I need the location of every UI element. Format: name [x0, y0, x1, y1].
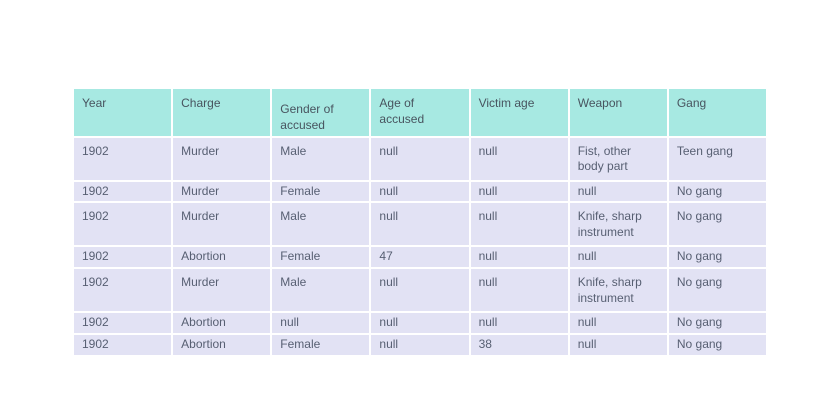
table-cell: null — [371, 269, 469, 312]
table-cell: Female — [272, 247, 370, 268]
table-cell: null — [470, 269, 568, 312]
table-cell: null — [470, 203, 568, 246]
column-header-year: Year — [74, 89, 172, 136]
table-row: 1902 Murder Male null null Knife, sharp instr… — [74, 269, 766, 312]
table-cell: 1902 — [74, 335, 172, 355]
table-cell: Male — [272, 269, 370, 312]
table-row: 1902 Murder Male null null Fist, other body p… — [74, 137, 766, 180]
table-cell: No gang — [668, 203, 766, 246]
table-header: Year Charge Gender of accused Age of accuse… — [74, 89, 766, 136]
table-body: 1902 Murder Male null null Fist, other body p… — [74, 137, 766, 355]
table-cell: null — [371, 203, 469, 246]
table-cell: null — [470, 181, 568, 202]
table-cell: null — [569, 335, 667, 355]
table-cell: No gang — [668, 247, 766, 268]
table-cell: 1902 — [74, 313, 172, 334]
table-cell: null — [371, 181, 469, 202]
table-cell: 1902 — [74, 181, 172, 202]
table-row: 1902 Abortion Female 47 null null No gang — [74, 247, 766, 268]
table-cell: Male — [272, 203, 370, 246]
table-cell: Female — [272, 335, 370, 355]
table-row: 1902 Abortion null null null null No gang — [74, 313, 766, 334]
table-cell: null — [371, 137, 469, 180]
table-cell: null — [371, 313, 469, 334]
table-cell: Knife, sharp instrument — [569, 269, 667, 312]
table-cell: Murder — [173, 203, 271, 246]
table-cell: 1902 — [74, 269, 172, 312]
table-cell: null — [272, 313, 370, 334]
table-cell: No gang — [668, 181, 766, 202]
table-row: 1902 Murder Female null null null No gang — [74, 181, 766, 202]
column-header-gang: Gang — [668, 89, 766, 136]
table-cell: No gang — [668, 313, 766, 334]
table-cell: Murder — [173, 269, 271, 312]
table-cell: null — [569, 313, 667, 334]
data-table: Year Charge Gender of accused Age of accuse… — [72, 87, 768, 357]
table-cell: null — [470, 313, 568, 334]
table-cell: 1902 — [74, 203, 172, 246]
table-cell: Abortion — [173, 247, 271, 268]
table-cell: Female — [272, 181, 370, 202]
table-cell: 1902 — [74, 247, 172, 268]
table-cell: 1902 — [74, 137, 172, 180]
table-cell: Male — [272, 137, 370, 180]
table-cell: null — [470, 137, 568, 180]
table-cell: Teen gang — [668, 137, 766, 180]
table-cell: null — [569, 247, 667, 268]
column-header-gender-of-accused: Gender of accused — [272, 89, 370, 136]
table-cell: Murder — [173, 137, 271, 180]
table-cell: Knife, sharp instrument — [569, 203, 667, 246]
table-cell: null — [569, 181, 667, 202]
table-cell: No gang — [668, 335, 766, 355]
table-cell: Abortion — [173, 335, 271, 355]
column-header-charge: Charge — [173, 89, 271, 136]
table-row: 1902 Abortion Female null 38 null No gang — [74, 335, 766, 355]
header-row: Year Charge Gender of accused Age of accuse… — [74, 89, 766, 136]
table-cell: Murder — [173, 181, 271, 202]
table-cell: null — [470, 247, 568, 268]
table-cell: Fist, other body part — [569, 137, 667, 180]
table-cell: 38 — [470, 335, 568, 355]
table-cell: 47 — [371, 247, 469, 268]
column-header-weapon: Weapon — [569, 89, 667, 136]
table-cell: null — [371, 335, 469, 355]
table-cell: No gang — [668, 269, 766, 312]
column-header-age-of-accused: Age of accused — [371, 89, 469, 136]
table-cell: Abortion — [173, 313, 271, 334]
column-header-victim-age: Victim age — [470, 89, 568, 136]
table-row: 1902 Murder Male null null Knife, sharp instr… — [74, 203, 766, 246]
